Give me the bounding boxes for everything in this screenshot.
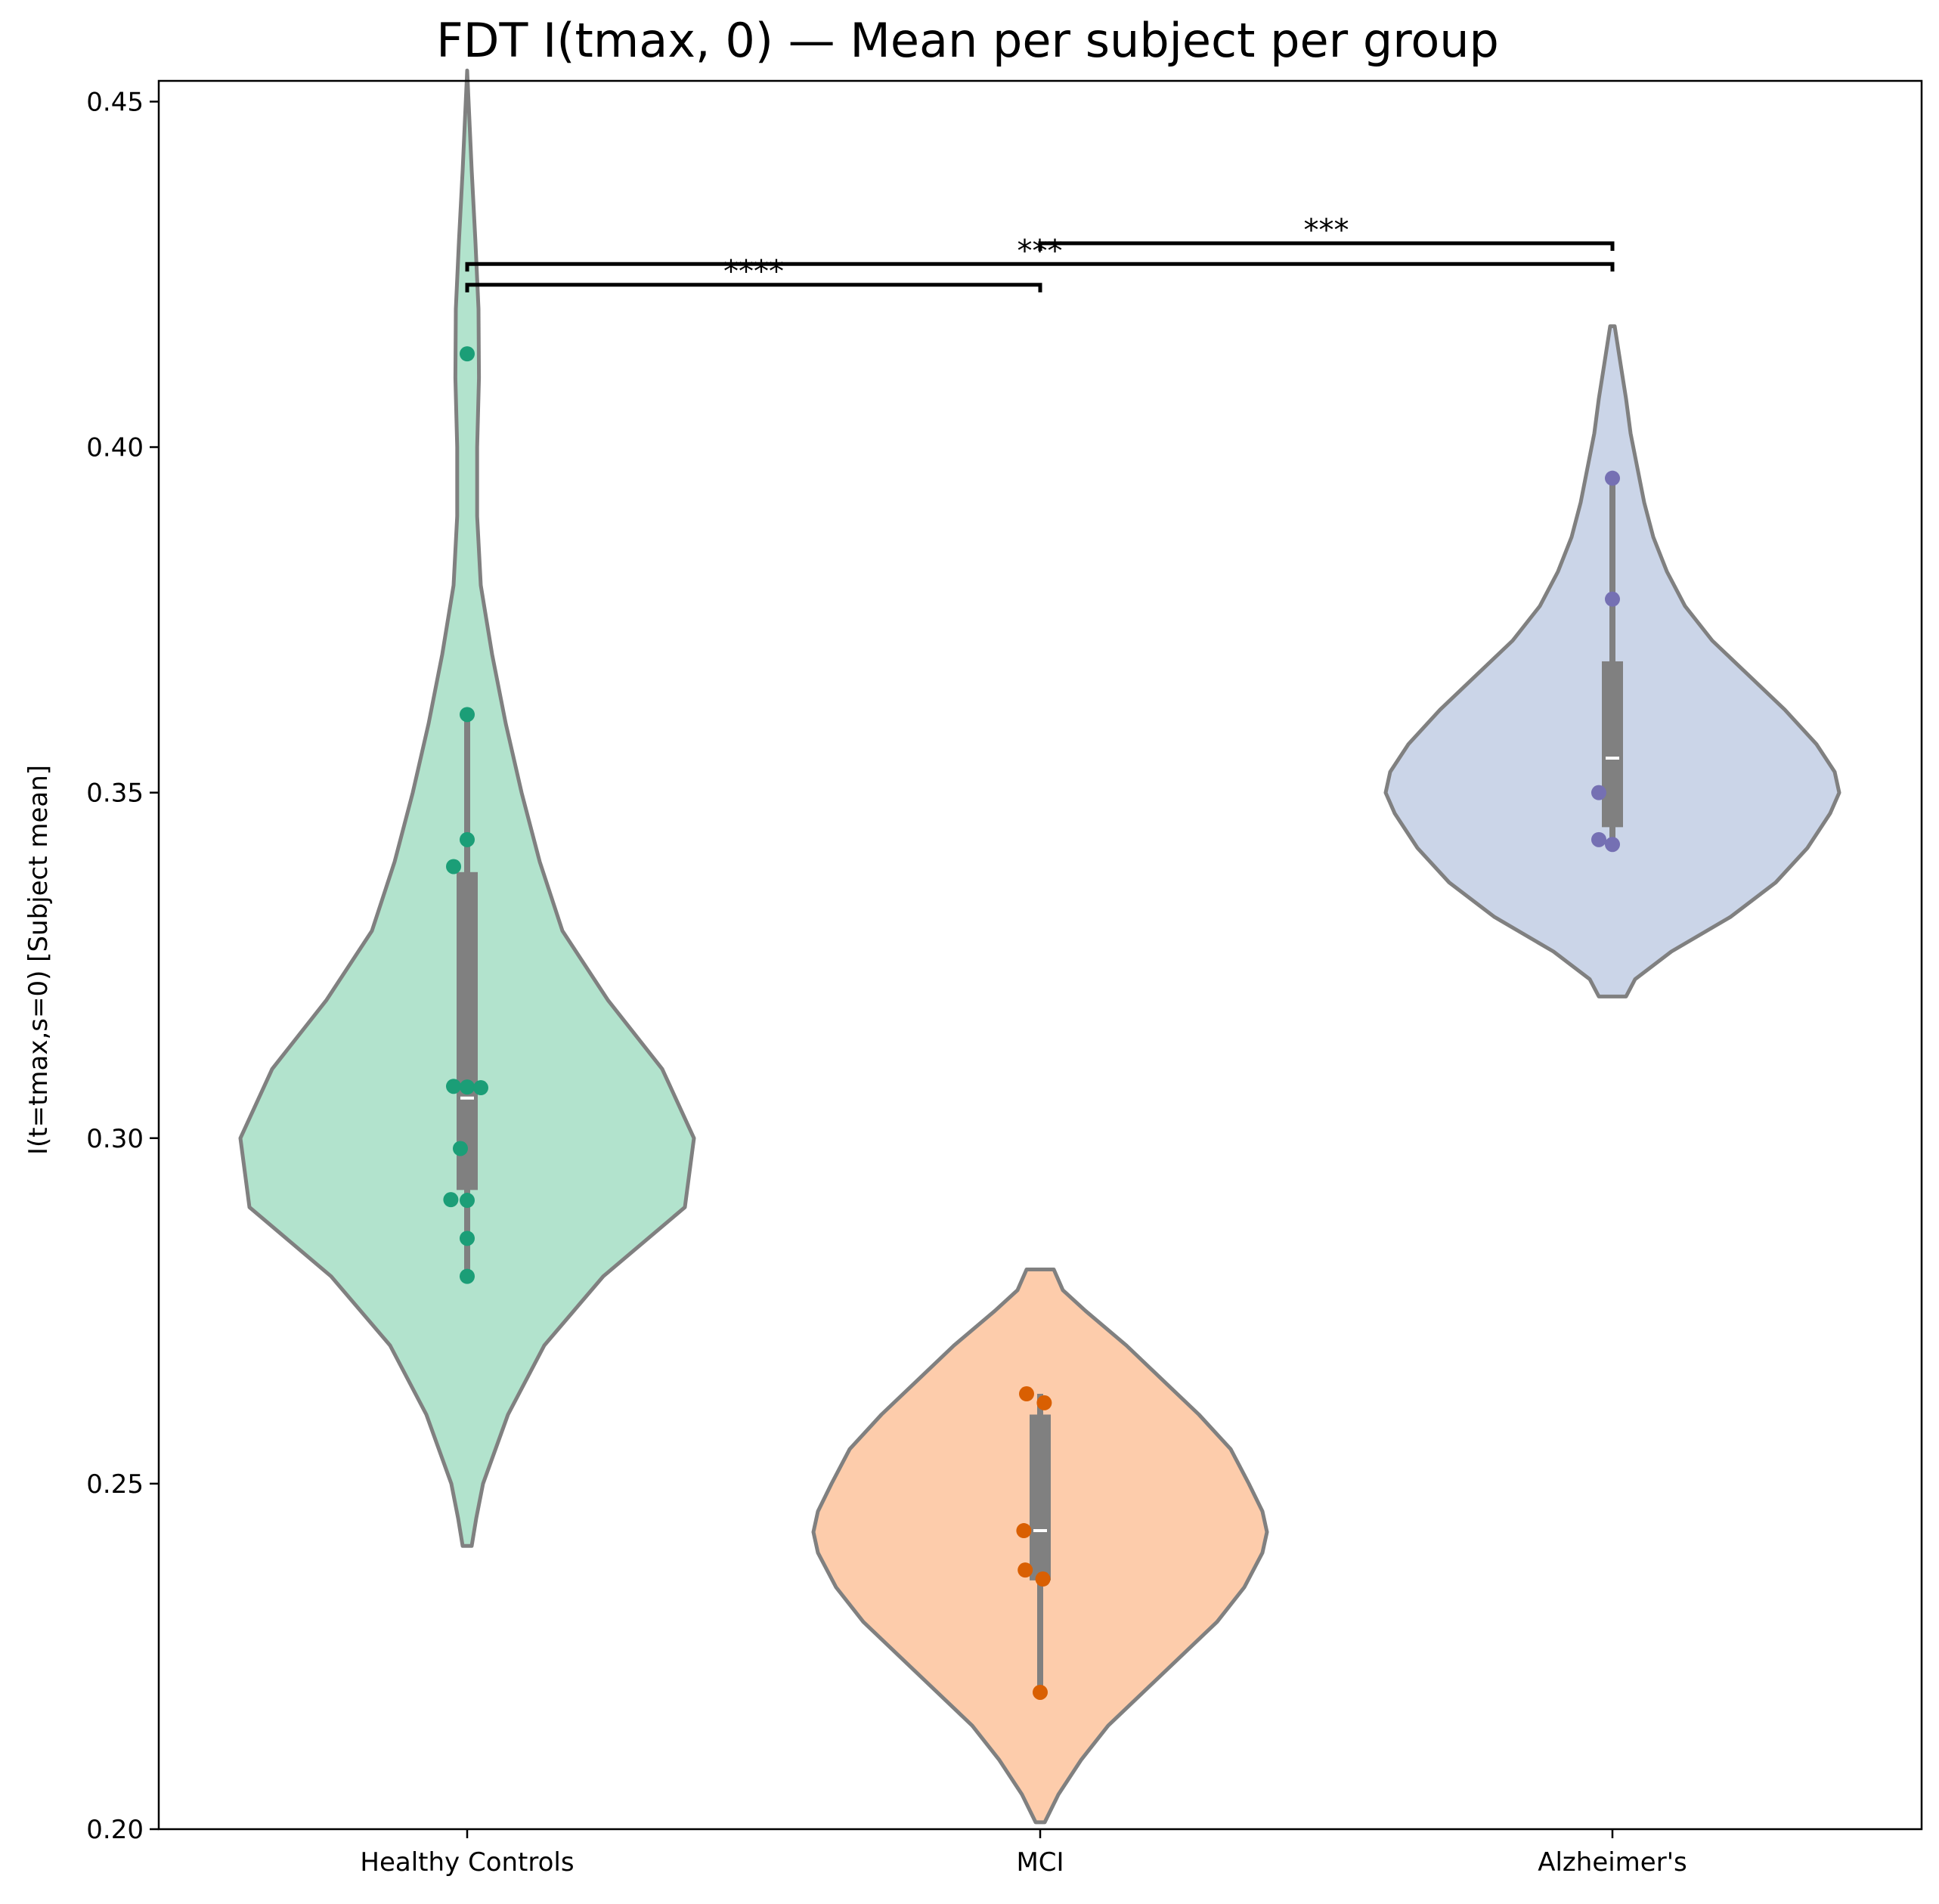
data-point (1605, 837, 1620, 853)
data-point (446, 859, 461, 875)
iqr-box-2 (1030, 1414, 1051, 1580)
iqr-box-3 (1602, 661, 1623, 828)
data-point (1605, 591, 1620, 607)
data-point (460, 1268, 475, 1284)
data-point (453, 1141, 468, 1156)
y-tick-label: 0.20 (86, 1815, 144, 1845)
data-point (1036, 1395, 1052, 1410)
data-point (460, 1231, 475, 1246)
axes-layer: 0.20 0.25 0.30 0.35 0.40 0.45 Healthy Controls… (86, 79, 1923, 1878)
data-point (1019, 1386, 1034, 1402)
data-point (1591, 831, 1606, 847)
significance-bracket-2 (465, 262, 1615, 272)
data-point (460, 831, 475, 847)
data-point (1033, 1684, 1048, 1700)
chart-title: FDT I(tmax, 0) — Mean per subject per gr… (436, 13, 1499, 68)
data-point (460, 346, 475, 362)
data-point (1018, 1562, 1033, 1578)
y-tick-label: 0.30 (86, 1124, 144, 1154)
data-point (460, 1079, 475, 1095)
significance-label: **** (723, 255, 784, 289)
data-point (446, 1079, 461, 1094)
iqr-box-1 (457, 872, 478, 1190)
y-tick-label: 0.35 (86, 779, 144, 809)
significance-bracket-3 (1038, 241, 1615, 251)
y-tick-label: 0.45 (86, 87, 144, 117)
y-axis-label: I(t=tmax,s=0) [Subject mean] (23, 765, 54, 1155)
data-point (1591, 785, 1606, 800)
significance-label: *** (1018, 234, 1063, 268)
data-point (460, 1193, 475, 1209)
y-tick-label: 0.40 (86, 433, 144, 463)
significance-brackets: ********** (465, 213, 1615, 293)
x-tick-label: Alzheimer's (1538, 1847, 1687, 1878)
data-point (473, 1080, 488, 1096)
data-point (460, 707, 475, 723)
y-tick-label: 0.25 (86, 1469, 144, 1500)
data-point (1035, 1571, 1051, 1587)
violins-layer (238, 68, 1841, 1825)
data-point (443, 1192, 459, 1208)
data-point (1016, 1523, 1032, 1539)
x-tick-label: Healthy Controls (360, 1847, 574, 1878)
significance-bracket-1 (465, 283, 1042, 293)
data-point (1605, 470, 1620, 486)
x-tick-label: MCI (1016, 1847, 1064, 1878)
significance-label: *** (1304, 213, 1349, 248)
